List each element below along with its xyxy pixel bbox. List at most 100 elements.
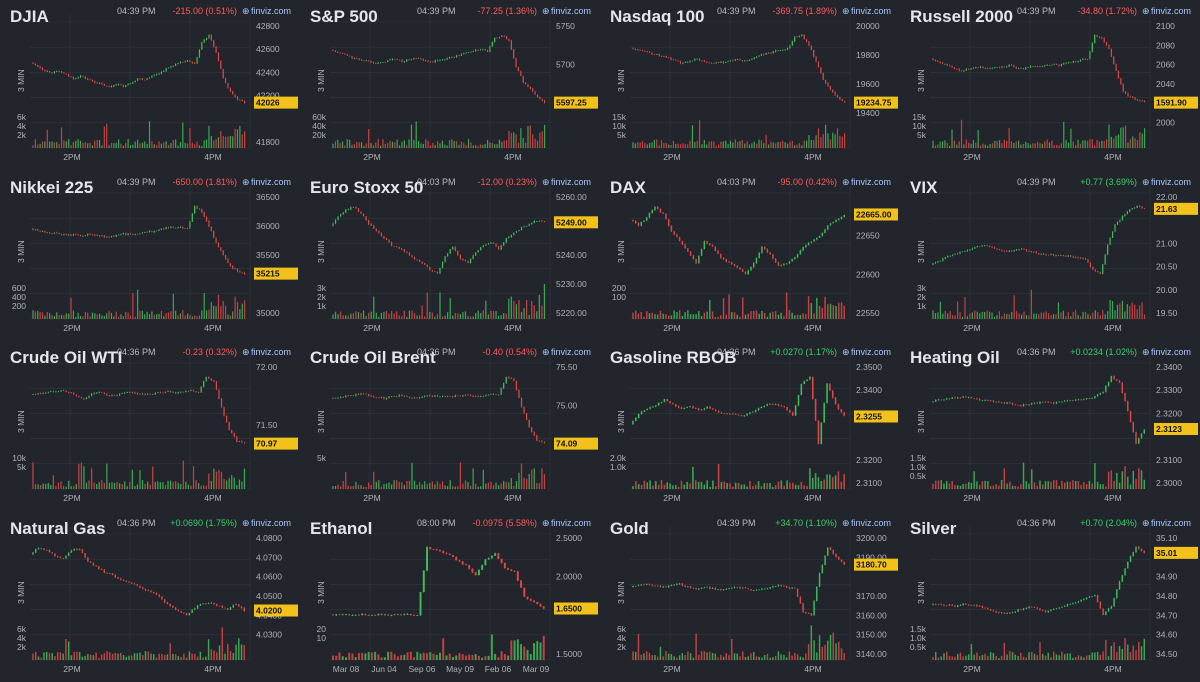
candle-body [834,91,836,96]
volume-bar [490,481,492,489]
last-price-tag [1154,546,1198,559]
volume-bar [1061,651,1063,660]
candle-body [668,57,670,59]
volume-bar [1118,482,1121,489]
volume-bar [1116,304,1119,319]
candle-body [827,224,829,230]
volume-bar [461,653,464,660]
candle-body [49,232,51,234]
candle-body [1022,607,1025,610]
candle-body [474,571,477,575]
volume-bar [659,646,662,660]
candle-body [785,585,788,587]
volume-bar [217,137,220,148]
volume-bar [761,310,763,319]
candle-body [529,86,531,89]
candle-body [180,391,182,393]
volume-bar [807,295,810,319]
volume-bar [70,144,72,148]
volume-bar [717,464,720,489]
chart-panel-1[interactable]: S&P 500 04:39 PM -77.25 (1.36%) ⊕ finviz.com… [300,0,598,171]
volume-bar [497,656,500,660]
chart-panel-11[interactable]: Heating Oil 04:36 PM +0.0234 (1.02%) ⊕ finvi… [900,341,1198,512]
candle-body [1044,65,1046,66]
volume-bar [684,144,686,148]
candle-body [1041,65,1043,67]
chart-panel-9[interactable]: Crude Oil Brent 04:36 PM -0.40 (0.54%) ⊕ fin… [300,341,598,512]
volume-bar [353,144,355,148]
volume-bar [394,142,396,148]
chart-panel-13[interactable]: Ethanol 08:00 PM -0.0975 (5.58%) ⊕ finviz.co… [300,512,598,682]
candle-body [1028,606,1030,608]
chart-panel-5[interactable]: Euro Stoxx 50 04:03 PM -12.00 (0.23%) ⊕ finv… [300,171,598,342]
candle-body [364,613,367,615]
candle-body [148,230,151,232]
volume-bar [742,297,744,319]
candle-body [68,74,70,77]
volume-bar [1072,480,1074,489]
volume-bar [72,141,75,148]
chart-change: -12.00 (0.23%) [477,177,537,187]
volume-bar [383,311,385,319]
volume-bar [644,143,646,148]
volume-bar [727,143,729,148]
volume-bar [93,482,95,489]
candle-body [813,600,815,615]
candle-body [723,413,726,414]
volume-bar [492,485,495,489]
x-tick-label: 2PM [363,323,380,333]
volume-bar [510,639,513,660]
chart-panel-12[interactable]: Natural Gas 04:36 PM +0.0690 (1.75%) ⊕ finvi… [0,512,298,682]
chart-time: 04:36 PM [717,347,756,357]
chart-panel-3[interactable]: Russell 2000 04:39 PM -34.80 (1.72%) ⊕ finvi… [900,0,1198,171]
candle-body [1047,610,1049,612]
candle-body [122,232,124,234]
candle-body [769,403,771,405]
candle-body [1139,99,1141,101]
volume-bar [334,485,337,489]
candle-body [503,383,505,389]
volume-bar [1039,641,1041,660]
candle-body [635,417,637,421]
y-tick-label: 35.10 [1156,533,1178,543]
volume-bar [346,139,348,148]
volume-tick-label: 0.5k [910,642,927,652]
chart-panel-10[interactable]: Gasoline RBOB 04:36 PM +0.0270 (1.17%) ⊕ fin… [600,341,898,512]
volume-bar [675,485,677,489]
volume-bar [482,144,484,148]
candle-body [65,390,67,393]
chart-panel-2[interactable]: Nasdaq 100 04:39 PM -369.75 (1.89%) ⊕ finviz… [600,0,898,171]
candle-body [53,232,55,234]
volume-bar [1126,303,1128,319]
candle-body [82,235,84,237]
candle-body [477,249,479,252]
volume-bar [167,144,170,148]
chart-panel-14[interactable]: Gold 04:39 PM +34.70 (1.10%) ⊕ finviz.com 3 M… [600,512,898,682]
candle-body [1114,224,1116,231]
volume-bar [984,144,986,148]
candle-body [98,83,101,84]
chart-panel-0[interactable]: DJIA 04:39 PM -215.00 (0.51%) ⊕ finviz.com 3 … [0,0,298,171]
volume-bar [1033,482,1036,489]
chart-panel-8[interactable]: Crude Oil WTI 04:36 PM -0.23 (0.32%) ⊕ finvi… [0,341,298,512]
volume-bar [1006,313,1008,319]
chart-panel-15[interactable]: Silver 04:36 PM +0.70 (2.04%) ⊕ finviz.com 3 … [900,512,1198,682]
candle-body [935,399,937,402]
volume-bar [827,640,829,660]
candle-body [215,237,217,243]
y-tick-label: 2.3400 [1156,362,1182,372]
candle-body [170,226,172,228]
volume-bar [786,480,788,489]
chart-panel-6[interactable]: DAX 04:03 PM -95.00 (0.42%) ⊕ finviz.com 3 MI… [600,171,898,342]
candle-body [729,60,732,62]
volume-tick-label: 10k [612,121,626,131]
volume-tick-label: 2.0k [610,453,627,463]
candle-body [1006,402,1008,404]
candle-body [40,547,42,549]
candle-body [1131,207,1133,209]
chart-panel-7[interactable]: VIX 04:39 PM +0.77 (3.69%) ⊕ finviz.com 3 MIN… [900,171,1198,342]
chart-panel-4[interactable]: Nikkei 225 04:39 PM -650.00 (1.81%) ⊕ finviz… [0,171,298,342]
candle-body [799,596,802,603]
volume-bar [981,654,984,660]
volume-bar [147,650,149,660]
